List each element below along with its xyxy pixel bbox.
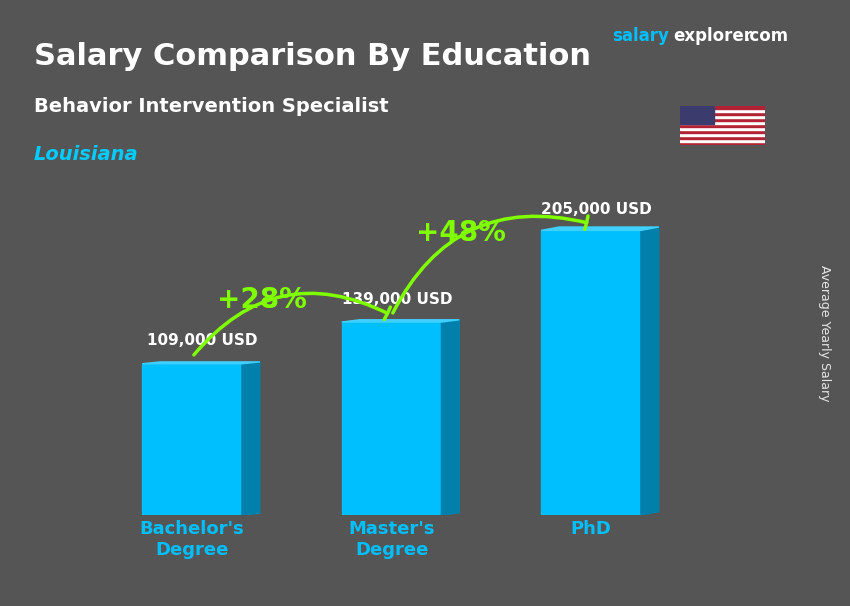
- Bar: [680, 136, 765, 139]
- Text: Average Yearly Salary: Average Yearly Salary: [818, 265, 831, 402]
- Text: salary: salary: [612, 27, 669, 45]
- Polygon shape: [142, 362, 260, 364]
- Bar: [680, 106, 765, 109]
- Polygon shape: [342, 320, 459, 322]
- Bar: [680, 139, 765, 142]
- Bar: [680, 142, 765, 145]
- Polygon shape: [441, 320, 459, 515]
- Text: +28%: +28%: [217, 285, 307, 313]
- Bar: [680, 127, 765, 130]
- Text: 139,000 USD: 139,000 USD: [342, 291, 452, 307]
- Text: +48%: +48%: [416, 219, 507, 247]
- Bar: [680, 106, 714, 124]
- Text: Louisiana: Louisiana: [34, 145, 139, 164]
- Bar: [680, 121, 765, 124]
- Polygon shape: [242, 362, 260, 515]
- Bar: [680, 109, 765, 112]
- Bar: [680, 115, 765, 118]
- Bar: [680, 112, 765, 115]
- Text: 109,000 USD: 109,000 USD: [147, 333, 258, 348]
- Bar: [342, 322, 441, 515]
- Text: explorer: explorer: [673, 27, 752, 45]
- Bar: [680, 124, 765, 127]
- Text: 205,000 USD: 205,000 USD: [541, 202, 652, 217]
- Polygon shape: [641, 227, 659, 515]
- Bar: [680, 118, 765, 121]
- Bar: [680, 133, 765, 136]
- Text: Salary Comparison By Education: Salary Comparison By Education: [34, 42, 591, 72]
- Text: .com: .com: [744, 27, 789, 45]
- Text: Behavior Intervention Specialist: Behavior Intervention Specialist: [34, 97, 388, 116]
- Bar: [541, 230, 641, 515]
- Bar: [680, 130, 765, 133]
- Polygon shape: [541, 227, 659, 230]
- Bar: [142, 364, 242, 515]
